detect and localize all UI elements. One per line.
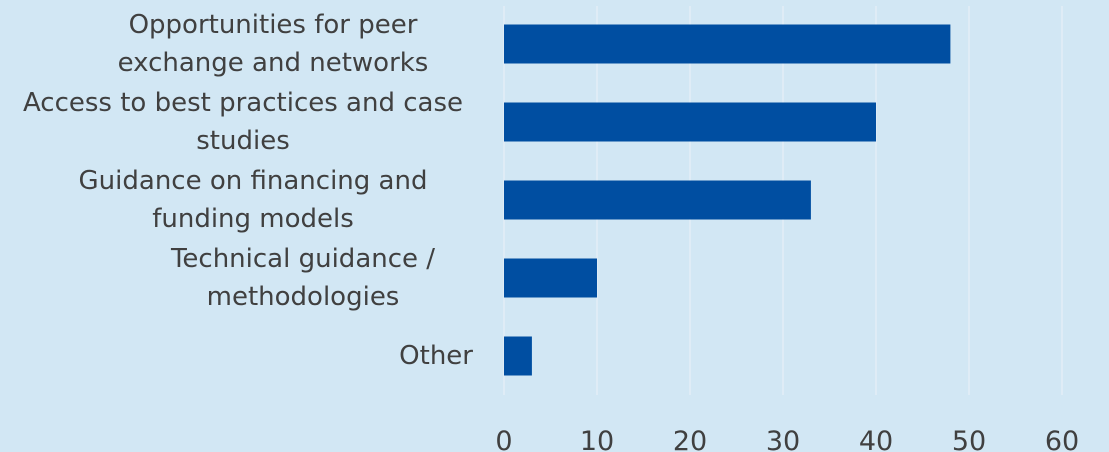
bar [504, 336, 532, 376]
bar [504, 180, 811, 220]
x-tick-label: 10 [580, 426, 614, 452]
category-label: Guidance on financing and funding models [78, 166, 428, 234]
category-label: Technical guidance / methodologies [170, 244, 436, 312]
x-tick-label: 0 [495, 426, 512, 452]
bar [504, 24, 951, 64]
bar [504, 258, 597, 298]
bar [504, 102, 876, 142]
x-tick-label: 60 [1045, 426, 1079, 452]
x-tick-label: 20 [673, 426, 707, 452]
category-label: Other [399, 341, 473, 371]
x-tick-label: 50 [952, 426, 986, 452]
x-tick-label: 30 [766, 426, 800, 452]
category-label: Opportunities for peer exchange and netw… [117, 10, 429, 78]
x-tick-label: 40 [859, 426, 893, 452]
category-label: Access to best practices and case studie… [22, 88, 464, 156]
